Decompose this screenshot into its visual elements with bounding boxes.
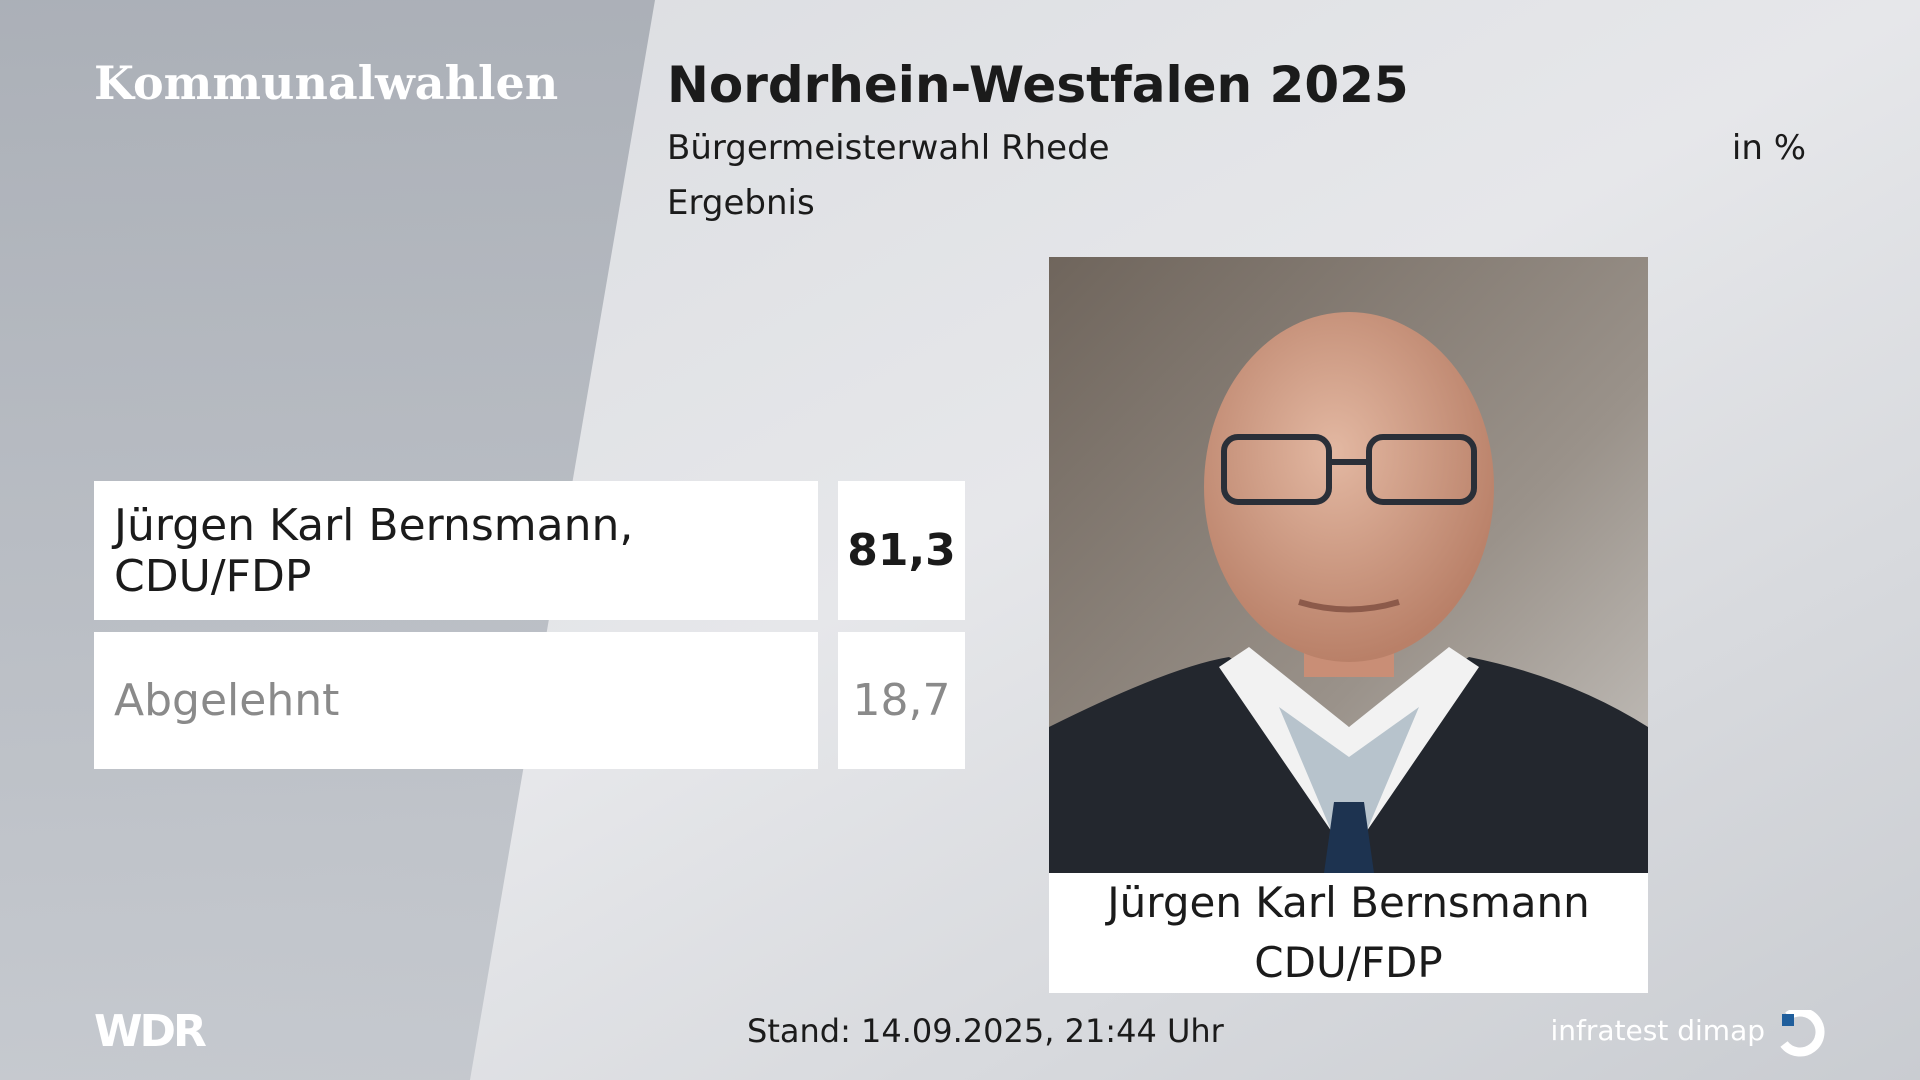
source: infratest dimap (1550, 1014, 1765, 1047)
candidate-name: Jürgen Karl Bernsmann, CDU/FDP (94, 481, 818, 620)
brand: Kommunalwahlen (94, 56, 559, 110)
logo: WDR (94, 1006, 207, 1057)
candidate-value: 81,3 (838, 481, 965, 620)
unit: in % (1731, 128, 1806, 168)
status: Ergebnis (667, 183, 815, 223)
portrait (1049, 257, 1648, 873)
portrait-party: CDU/FDP (1254, 938, 1443, 987)
portrait-caption: Jürgen Karl Bernsmann CDU/FDP (1049, 873, 1648, 993)
title: Nordrhein-Westfalen 2025 (667, 56, 1409, 114)
source-logo (1780, 1010, 1825, 1057)
rejected-value: 18,7 (838, 632, 965, 769)
subtitle: Bürgermeisterwahl Rhede (667, 128, 1110, 168)
rejected-label: Abgelehnt (94, 632, 818, 769)
timestamp: Stand: 14.09.2025, 21:44 Uhr (747, 1012, 1224, 1050)
portrait-name: Jürgen Karl Bernsmann (1107, 878, 1590, 927)
